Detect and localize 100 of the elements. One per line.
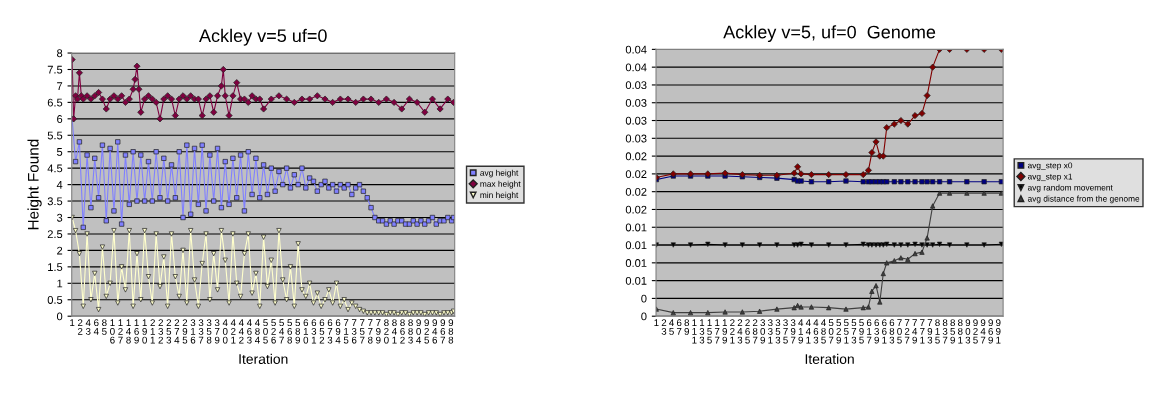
y-tick-label: 0.01: [625, 241, 647, 250]
x-tick-label: 1 6 9: [134, 319, 139, 344]
y-tick-label: 0.04: [625, 63, 647, 72]
x-tick-label: 4 4 2: [238, 319, 244, 344]
y-tick-label: 0: [641, 294, 647, 303]
x-tick-label: 6 5 2: [319, 319, 325, 344]
x-tick-label: 5 9 5: [859, 319, 864, 344]
y-tick-label: 1: [57, 279, 63, 288]
y-tick-label: 4: [56, 181, 63, 189]
x-tick-label: 2 3 2: [158, 319, 164, 344]
x-tick-label: 9 8 8: [448, 319, 454, 344]
x-tick-label: 8 8 3: [408, 319, 413, 344]
y-tick-label: 0.03: [625, 134, 647, 143]
y-tick-label: 3.5: [47, 197, 63, 206]
y-tick-label: 1.5: [48, 263, 63, 271]
x-tick-label: 4 1 9: [798, 319, 804, 344]
x-tick-label: 2 1 1: [150, 319, 155, 344]
x-tick-label: 5 2 6: [271, 319, 276, 344]
y-tick-label: 0.02: [625, 187, 647, 196]
y-tick-label: 8: [57, 49, 63, 58]
x-tick-label: 6 3 1: [311, 319, 317, 344]
x-tick-label: 8 6 2: [400, 319, 405, 344]
y-tick-label: 0.04: [625, 45, 647, 54]
x-tick-label: 7 0 5: [897, 319, 902, 344]
legend-label: avg height: [480, 169, 519, 178]
x-tick-label: 8 9: [684, 319, 690, 335]
x-tick-label: 8 1 5: [935, 319, 940, 344]
y-axis-title: Height Found: [27, 139, 42, 230]
x-tick-label: 1 4 8: [126, 319, 131, 344]
x-tick-label: 9 4 6: [432, 319, 438, 344]
legend-label: max height: [480, 180, 521, 189]
y-tick-label: 0.02: [625, 205, 647, 214]
x-tick-label: 6 8 3: [889, 319, 895, 344]
legend-label: avg_step x1: [1027, 173, 1073, 182]
y-tick-label: 0.03: [625, 99, 647, 107]
y-tick-label: 0: [56, 312, 63, 321]
x-tick-label: 9 2 5: [424, 319, 429, 344]
x-tick-label: 1 5 5: [707, 319, 712, 344]
x-tick-label: 8 4 1: [391, 319, 397, 344]
x-tick-label: 3 7 9: [214, 319, 220, 344]
x-tick-label: 1 7 7: [714, 319, 720, 344]
x-tick-label: 9 6 9: [988, 319, 993, 344]
x-tick-label: 7 9 9: [376, 319, 381, 344]
y-tick-label: 0.01: [625, 223, 647, 232]
x-tick-label: 7 3 6: [351, 319, 357, 344]
x-tick-label: 7 7 8: [368, 319, 373, 344]
y-tick-label: 0: [641, 312, 647, 321]
x-axis-title: Iteration: [805, 353, 854, 364]
y-tick-label: 0.02: [625, 170, 647, 179]
y-tick-label: 0.01: [625, 259, 647, 267]
legend-label: avg distance from the genome: [1027, 195, 1140, 204]
x-tick-label: 7 7 1: [920, 319, 925, 344]
y-tick-label: 6.5: [47, 98, 63, 107]
x-tick-label: 4 2 1: [230, 319, 236, 344]
x-tick-label: 7 5 7: [359, 319, 365, 344]
x-tick-label: 7 1 5: [343, 319, 349, 344]
x-tick-label: 9 9 1: [996, 319, 1001, 344]
x-tick-label: 6 1 7: [866, 319, 872, 344]
x-tick-label: 8 8 1: [958, 319, 963, 344]
y-tick-label: 2: [57, 246, 63, 255]
x-tick-label: 5 5 1: [844, 319, 849, 344]
x-tick-label: 1 9 0: [142, 319, 147, 344]
x-tick-label: 9 6 7: [440, 319, 446, 344]
x-tick-label: 4 3: [85, 319, 91, 335]
chart-title: Ackley v=5, uf=0 Genome: [723, 25, 936, 42]
x-tick-label: 6 3 9: [874, 319, 879, 344]
x-tick-label: 5 8 9: [295, 319, 301, 344]
x-tick-label: 5 0 5: [263, 319, 268, 344]
x-tick-label: 2 2: [77, 319, 83, 335]
chart-title: Ackley v=5 uf=0: [199, 28, 327, 46]
x-tick-label: 4 8 5: [821, 319, 826, 344]
x-tick-label: 2 6 5: [745, 319, 750, 344]
x-tick-label: 6 6 1: [882, 319, 887, 344]
x-tick-label: 4 0 0: [222, 319, 228, 344]
legend-label: min height: [480, 191, 519, 200]
x-tick-label: 9 0 3: [965, 319, 971, 344]
x-tick-label: 6 4: [93, 319, 99, 335]
x-tick-label: 9 4 7: [980, 319, 986, 344]
x-tick-label: 2 2 1: [730, 319, 735, 344]
x-tick-label: 5 4 7: [279, 319, 285, 344]
x-tick-label: 7 4 9: [912, 319, 918, 344]
y-tick-label: 7: [57, 82, 63, 90]
x-tick-label: 5 6 8: [287, 319, 292, 344]
x-axis-title: Iteration: [239, 353, 288, 364]
y-tick-label: 6: [57, 115, 63, 123]
x-tick-label: 8 2 0: [384, 319, 389, 344]
x-tick-label: 3 9 7: [790, 319, 796, 344]
x-tick-label: 2 8 7: [752, 319, 758, 344]
y-tick-label: 0.03: [625, 81, 647, 90]
legend-label: avg_step x0: [1027, 162, 1073, 171]
y-tick-label: 0.02: [625, 152, 647, 161]
x-tick-label: 8 3 7: [942, 319, 948, 344]
x-tick-label: 8 5 9: [950, 319, 955, 344]
x-tick-label: 6 9 4: [335, 319, 341, 344]
x-tick-label: 7 2 7: [904, 319, 910, 344]
x-tick-label: 3 3 7: [198, 319, 204, 344]
x-tick-label: 1 1 1: [692, 319, 697, 344]
x-tick-label: 4 5: [669, 319, 674, 335]
y-tick-label: 2.5: [47, 230, 63, 239]
x-tick-label: 1 3 3: [699, 319, 705, 344]
